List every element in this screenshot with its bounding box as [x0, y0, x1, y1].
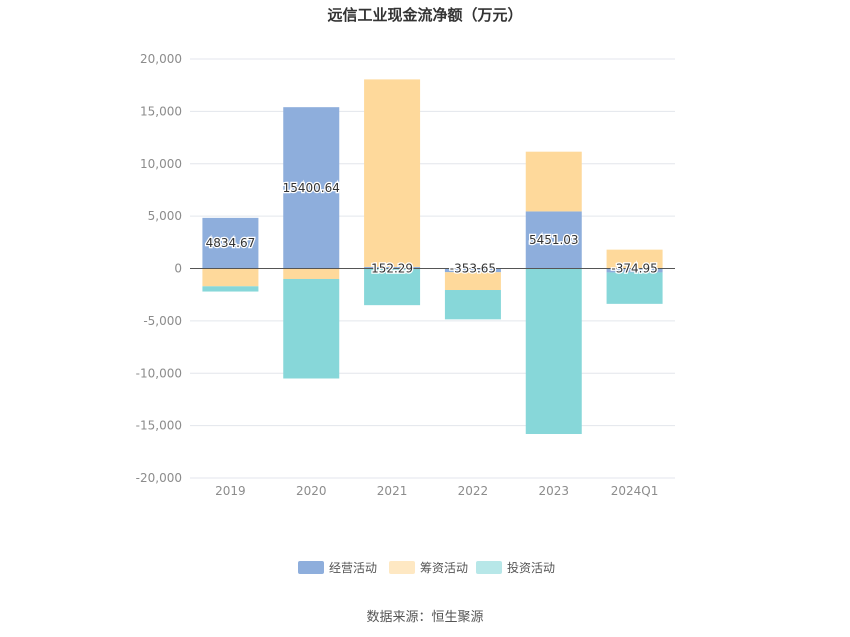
- bars: [202, 79, 663, 435]
- bar-2023-series-1: [525, 151, 582, 212]
- bar-2020-series-1: [283, 268, 340, 279]
- data-label: 15400.64: [283, 181, 340, 195]
- x-tick-label: 2024Q1: [611, 484, 659, 498]
- bar-2024Q1-series-1: [606, 249, 663, 269]
- chart-title: 远信工业现金流净额（万元）: [327, 6, 522, 24]
- bar-2022-series-1: [444, 272, 501, 291]
- bar-2020-series-2: [283, 278, 340, 379]
- bar-2020-series-0: [283, 107, 340, 269]
- legend: 经营活动 筹资活动 投资活动: [298, 560, 555, 575]
- x-tick-label: 2021: [377, 484, 408, 498]
- bar-2021-series-2: [364, 268, 421, 306]
- y-tick-label: 20,000: [140, 52, 182, 66]
- y-tick-label: 10,000: [140, 157, 182, 171]
- bar-2021-series-0: [364, 266, 421, 269]
- y-tick-label: -5,000: [143, 314, 182, 328]
- bar-2019-series-1: [202, 268, 259, 287]
- y-tick-label: -20,000: [136, 471, 182, 485]
- legend-swatch[interactable]: [476, 561, 502, 574]
- x-tick-label: 2020: [296, 484, 327, 498]
- y-tick-label: 0: [174, 262, 182, 276]
- bar-2023-series-0: [525, 211, 582, 269]
- y-tick-label: -15,000: [136, 419, 182, 433]
- bar-2024Q1-series-0: [606, 268, 663, 273]
- y-tick-label: -10,000: [136, 366, 182, 380]
- y-axis: 20,000 15,000 10,000 5,000 0 -5,000 -10,000 -15…: [136, 52, 182, 485]
- legend-label[interactable]: 经营活动: [329, 561, 377, 575]
- x-axis: 2019 2020 2021 2022 2023 2024Q1: [215, 484, 658, 498]
- bar-2019-series-0: [202, 217, 259, 269]
- bar-2023-series-2: [525, 268, 582, 435]
- legend-swatch[interactable]: [298, 561, 324, 574]
- x-tick-label: 2019: [215, 484, 246, 498]
- data-label: 5451.03: [529, 233, 579, 247]
- bar-2024Q1-series-2: [606, 272, 663, 304]
- legend-label[interactable]: 筹资活动: [420, 561, 468, 575]
- data-label: 152.29: [371, 262, 413, 276]
- legend-label[interactable]: 投资活动: [507, 560, 555, 575]
- bar-2019-series-2: [202, 286, 259, 292]
- bar-2022-series-0: [444, 268, 501, 273]
- bar-2021-series-1: [364, 79, 421, 267]
- legend-swatch[interactable]: [389, 561, 415, 574]
- y-tick-label: 15,000: [140, 104, 182, 118]
- source-note: 数据来源：恒生聚源: [366, 610, 483, 625]
- bar-2022-series-2: [444, 290, 501, 320]
- y-tick-label: 5,000: [148, 209, 182, 223]
- x-tick-label: 2022: [458, 484, 489, 498]
- data-labels: 4834.67 15400.64 152.29 -353.65 5451.03 -374.…: [204, 180, 659, 277]
- data-label: -374.95: [611, 262, 657, 276]
- x-tick-label: 2023: [538, 484, 569, 498]
- data-label: -353.65: [450, 262, 496, 276]
- data-label: 4834.67: [206, 236, 256, 250]
